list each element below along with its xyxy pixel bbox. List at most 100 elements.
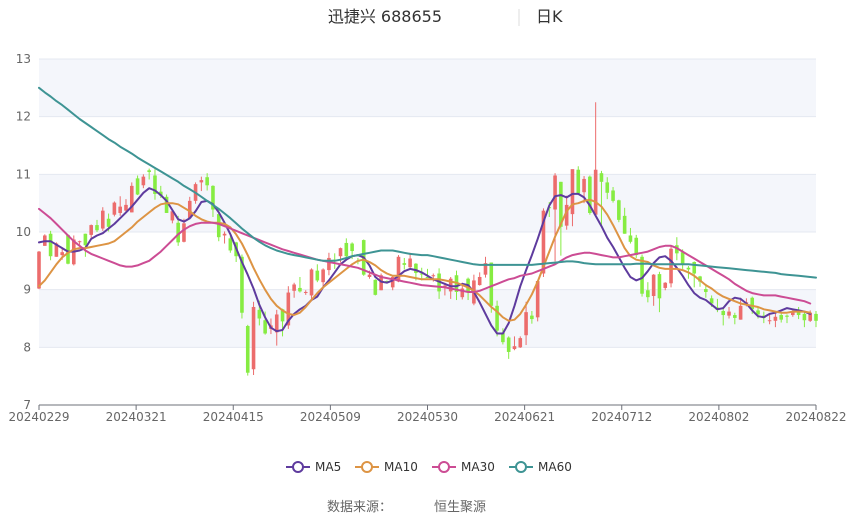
candle [593, 102, 598, 218]
candle-body [582, 178, 586, 193]
candle [408, 252, 412, 270]
candle [211, 185, 215, 218]
candle [501, 328, 505, 345]
candle-body [767, 320, 772, 322]
candle [518, 336, 523, 348]
candle-body [274, 314, 279, 333]
candle-body [593, 169, 598, 215]
candle-body [524, 312, 528, 336]
candle [83, 233, 88, 257]
candle-body [425, 276, 430, 278]
ma60-line [38, 86, 817, 279]
candle [524, 301, 528, 346]
candle [617, 199, 621, 223]
candle [153, 169, 157, 200]
x-tick-label: 20240621 [494, 410, 555, 424]
candle [657, 271, 662, 313]
candle-body [530, 315, 534, 320]
candle [176, 215, 180, 246]
y-tick-label: 11 [16, 167, 31, 181]
y-tick-label: 9 [23, 283, 31, 297]
candle-body [95, 225, 99, 231]
candle [628, 227, 633, 244]
candle-body [379, 275, 383, 291]
candle-body [733, 315, 737, 318]
candle [303, 290, 308, 295]
candle-body [808, 312, 812, 321]
candle-body [443, 285, 447, 287]
candle [309, 268, 314, 301]
candle-body [182, 223, 186, 242]
candle [506, 336, 511, 359]
candle-body [390, 276, 395, 288]
candle-body [385, 281, 389, 283]
candle [321, 268, 325, 287]
candle-body [477, 276, 482, 286]
candle [228, 235, 233, 253]
candle-body [373, 279, 378, 295]
y-tick-label: 10 [16, 225, 31, 239]
candle-body [263, 320, 267, 334]
candle-body [158, 191, 163, 196]
candle [605, 177, 610, 200]
candle [280, 308, 285, 337]
candle-body [321, 269, 325, 283]
candle-body [141, 176, 146, 186]
legend-item-ma60[interactable]: MA60 [509, 460, 572, 474]
candle [48, 230, 53, 261]
candle [100, 207, 105, 231]
candle-body [419, 273, 424, 275]
candle [576, 166, 581, 196]
candle [663, 282, 668, 291]
candle [216, 209, 221, 242]
candle-body [257, 309, 262, 319]
grid-band [39, 347, 816, 405]
legend-label: MA30 [461, 460, 495, 474]
candle-body [814, 313, 818, 321]
candle [489, 262, 494, 313]
candle-body [791, 311, 795, 316]
x-tick-label: 20240415 [203, 410, 264, 424]
candle [570, 169, 575, 227]
legend-item-ma10[interactable]: MA10 [355, 460, 418, 474]
candle [483, 256, 488, 278]
candle [651, 274, 656, 306]
source-label: 数据来源： [327, 500, 392, 515]
legend-item-ma30[interactable]: MA30 [432, 460, 495, 474]
period-label: 日K [536, 7, 563, 26]
candle [240, 254, 244, 319]
candle-body [460, 288, 465, 298]
candle [814, 311, 818, 328]
candle [802, 311, 807, 328]
candle-body [570, 169, 575, 215]
x-tick-label: 20240530 [397, 410, 458, 424]
candle [721, 307, 726, 326]
candle-body [211, 185, 215, 210]
candle [170, 210, 175, 224]
candle-body [309, 269, 314, 296]
candle-body [89, 225, 93, 235]
candle-body [286, 292, 291, 326]
candle-body [77, 241, 82, 243]
legend-item-ma5[interactable]: MA5 [286, 460, 341, 474]
candle-body [646, 290, 650, 298]
candle-body [54, 243, 59, 257]
candle-body [657, 274, 662, 299]
candle-body [756, 310, 760, 315]
legend[interactable]: MA5 MA10 MA30 MA60 [286, 460, 572, 474]
candle [495, 300, 499, 337]
candle [396, 255, 401, 283]
candle-body [709, 298, 714, 304]
candle-body [495, 305, 499, 331]
x-tick-label: 20240712 [591, 410, 652, 424]
candle-body [199, 180, 204, 183]
candle-body [785, 315, 789, 317]
candle [135, 175, 140, 196]
grid-band [39, 289, 816, 348]
candle-body [622, 215, 627, 234]
candle [66, 234, 70, 265]
y-tick-label: 7 [23, 398, 31, 412]
candle-body [599, 173, 604, 182]
candle [222, 231, 227, 244]
candle [599, 170, 604, 226]
